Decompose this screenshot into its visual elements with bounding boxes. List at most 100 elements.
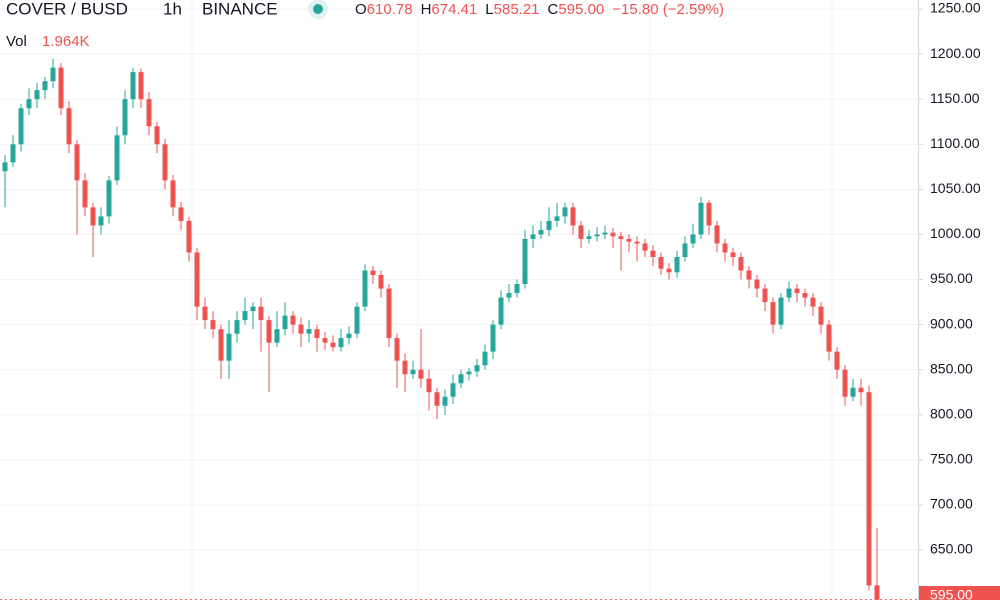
candle-body bbox=[130, 72, 136, 100]
candle-body bbox=[210, 320, 216, 330]
candle-body bbox=[402, 360, 408, 375]
candle-body bbox=[874, 585, 880, 600]
legend-header: COVER / BUSD 1h BINANCE bbox=[6, 0, 328, 19]
y-tick-label: 650.00 bbox=[930, 541, 973, 557]
ohlc-value: 585.21 bbox=[494, 1, 540, 18]
candle-body bbox=[386, 288, 392, 339]
symbol: COVER / BUSD bbox=[6, 0, 128, 18]
y-tick-label: 750.00 bbox=[930, 451, 973, 467]
candle-body bbox=[650, 250, 656, 257]
candle-body bbox=[658, 256, 664, 269]
candle-body bbox=[394, 338, 400, 361]
candle-body bbox=[530, 234, 536, 239]
y-tick-label: 800.00 bbox=[930, 405, 973, 421]
candle-body bbox=[90, 207, 96, 226]
candle-body bbox=[706, 202, 712, 226]
candle-body bbox=[154, 126, 160, 145]
candle-body bbox=[834, 351, 840, 370]
candle-body bbox=[490, 324, 496, 352]
candle-body bbox=[770, 302, 776, 325]
candle-body bbox=[362, 270, 368, 307]
candle-body bbox=[610, 232, 616, 237]
last-price-label: 595.00 bbox=[930, 587, 973, 600]
y-tick-label: 950.00 bbox=[930, 270, 973, 286]
candle-body bbox=[18, 108, 24, 145]
candle-body bbox=[842, 369, 848, 397]
candle-body bbox=[338, 338, 344, 348]
candle-body bbox=[186, 220, 192, 253]
candle-body bbox=[522, 238, 528, 285]
candle-body bbox=[378, 275, 384, 289]
candle-body bbox=[562, 207, 568, 217]
candle-body bbox=[354, 306, 360, 334]
interval: 1h bbox=[163, 0, 182, 18]
ohlc-value: 595.00 bbox=[558, 1, 604, 18]
candle-body bbox=[474, 365, 480, 372]
candle-body bbox=[306, 329, 312, 334]
candle-body bbox=[578, 225, 584, 239]
change-value: −15.80 (−2.59%) bbox=[612, 1, 724, 18]
candle-body bbox=[138, 72, 144, 100]
y-tick-label: 900.00 bbox=[930, 315, 973, 331]
candle-body bbox=[602, 232, 608, 235]
volume-label: Vol bbox=[6, 33, 27, 50]
candle-body bbox=[682, 243, 688, 257]
candle-body bbox=[626, 238, 632, 242]
ohlc-values: O 610.78 H 674.41 L 585.21 C 595.00 −15.80 (−2.5… bbox=[355, 1, 724, 18]
candle-body bbox=[786, 288, 792, 298]
y-tick-label: 1200.00 bbox=[930, 45, 981, 61]
candle-body bbox=[218, 329, 224, 361]
candle-body bbox=[794, 288, 800, 294]
y-tick-label: 700.00 bbox=[930, 496, 973, 512]
candle-body bbox=[866, 392, 872, 586]
candle-body bbox=[178, 207, 184, 221]
candle-body bbox=[2, 162, 8, 172]
candle-body bbox=[146, 99, 152, 127]
ohlc-value: 610.78 bbox=[367, 1, 413, 18]
candle-body bbox=[466, 371, 472, 375]
candle-body bbox=[314, 329, 320, 339]
candle-body bbox=[514, 284, 520, 294]
candle-body bbox=[74, 144, 80, 181]
candle-body bbox=[242, 311, 248, 321]
candle-body bbox=[802, 293, 808, 298]
candle-body bbox=[434, 392, 440, 406]
candle-body bbox=[322, 338, 328, 343]
candle-body bbox=[666, 268, 672, 273]
ohlc-label: C bbox=[548, 1, 559, 18]
candle-body bbox=[282, 315, 288, 330]
candle-body bbox=[762, 288, 768, 303]
candle-body bbox=[122, 99, 128, 136]
candle-body bbox=[594, 234, 600, 237]
y-tick-label: 1000.00 bbox=[930, 225, 981, 241]
volume-value: 1.964K bbox=[42, 33, 90, 50]
candle-body bbox=[426, 378, 432, 393]
candle-body bbox=[674, 256, 680, 273]
candle-body bbox=[34, 90, 40, 100]
candle-body bbox=[506, 293, 512, 298]
ohlc-label: L bbox=[485, 1, 493, 18]
candle-body bbox=[778, 297, 784, 325]
candle-body bbox=[826, 324, 832, 352]
candle-body bbox=[58, 67, 64, 109]
candle-body bbox=[458, 374, 464, 384]
candle-body bbox=[730, 252, 736, 257]
candle-body bbox=[618, 236, 624, 239]
candle-body bbox=[42, 81, 48, 91]
candle-body bbox=[538, 229, 544, 235]
exchange: BINANCE bbox=[202, 0, 278, 18]
candle-body bbox=[162, 144, 168, 181]
status-dot bbox=[313, 4, 323, 14]
candle-body bbox=[170, 180, 176, 208]
grid bbox=[0, 0, 918, 600]
candle-body bbox=[50, 67, 56, 82]
candle-body bbox=[418, 369, 424, 379]
candle-body bbox=[810, 297, 816, 307]
candle-body bbox=[570, 207, 576, 226]
y-tick-label: 850.00 bbox=[930, 360, 973, 376]
candle-body bbox=[546, 220, 552, 230]
volume-row: Vol 1.964K bbox=[6, 33, 90, 50]
last-price-box bbox=[919, 586, 1000, 600]
